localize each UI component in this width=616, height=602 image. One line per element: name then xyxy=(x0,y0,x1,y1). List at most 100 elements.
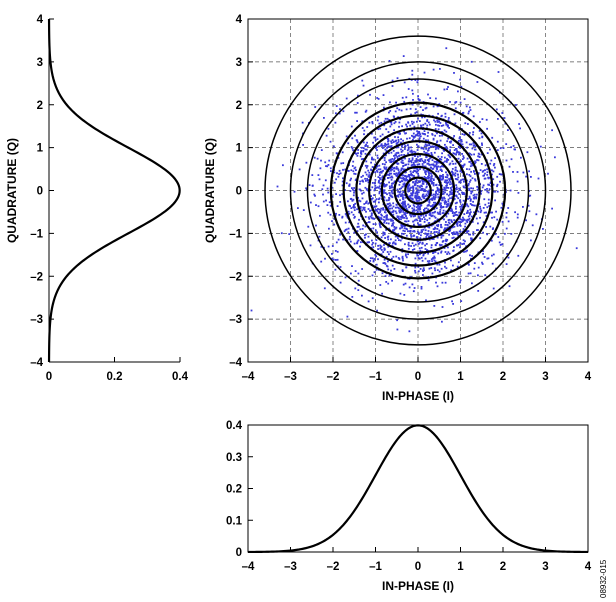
scatter-point xyxy=(496,175,499,178)
scatter-point xyxy=(280,232,283,235)
scatter-point xyxy=(400,180,403,182)
scatter-point xyxy=(428,260,431,262)
scatter-point xyxy=(401,269,404,272)
scatter-point xyxy=(444,179,447,182)
scatter-point xyxy=(450,209,452,212)
scatter-point xyxy=(384,163,386,166)
scatter-point xyxy=(450,140,453,143)
scatter-point xyxy=(449,150,451,153)
scatter-point xyxy=(410,164,413,167)
scatter-point xyxy=(404,145,407,147)
scatter-point xyxy=(415,111,418,114)
scatter-point xyxy=(352,170,355,173)
scatter-point xyxy=(445,238,447,241)
scatter-point xyxy=(379,178,382,181)
scatter-point xyxy=(342,168,344,171)
scatter-point xyxy=(388,174,391,177)
scatter-point xyxy=(471,204,473,206)
scatter-point xyxy=(282,164,284,167)
scatter-point xyxy=(462,155,465,157)
scatter-point xyxy=(404,230,406,233)
scatter-point xyxy=(389,218,392,221)
scatter-point xyxy=(431,197,434,200)
scatter-point xyxy=(492,164,495,167)
scatter-point xyxy=(419,135,422,138)
scatter-point xyxy=(424,152,427,154)
scatter-point xyxy=(390,269,392,272)
scatter-point xyxy=(401,125,403,128)
scatter-point xyxy=(451,232,453,234)
scatter-point xyxy=(388,60,391,62)
scatter-point xyxy=(397,139,400,141)
scatter-point xyxy=(400,195,402,197)
scatter-point xyxy=(390,169,392,172)
scatter-point xyxy=(364,110,367,113)
scatter-point xyxy=(350,207,353,209)
scatter-point xyxy=(384,209,387,211)
scatter-point xyxy=(433,211,436,214)
scatter-point xyxy=(474,204,476,207)
scatter-point xyxy=(450,259,452,262)
scatter-point xyxy=(530,176,532,178)
scatter-point xyxy=(470,215,473,218)
scatter-point xyxy=(353,191,355,194)
scatter-point xyxy=(419,218,421,220)
scatter-point xyxy=(401,162,404,164)
scatter-point xyxy=(345,182,348,185)
scatter-point xyxy=(435,244,437,247)
scatter-point xyxy=(454,101,457,104)
scatter-point xyxy=(357,272,360,275)
scatter-point xyxy=(414,151,417,154)
scatter-point xyxy=(454,107,457,110)
scatter-point xyxy=(435,184,437,186)
scatter-point xyxy=(504,232,506,235)
scatter-point xyxy=(327,211,330,214)
scatter-point xyxy=(413,230,416,233)
scatter-point xyxy=(390,175,393,178)
scatter-point xyxy=(462,178,465,181)
scatter-point xyxy=(367,181,370,184)
scatter-point xyxy=(436,189,439,192)
scatter-point xyxy=(422,168,425,171)
scatter-point xyxy=(414,196,416,199)
scatter-point xyxy=(402,165,404,168)
scatter-point xyxy=(371,166,374,168)
scatter-point xyxy=(374,205,376,208)
scatter-point xyxy=(410,172,413,175)
scatter-point xyxy=(455,178,458,181)
scatter-point xyxy=(447,181,450,184)
scatter-point xyxy=(411,69,414,72)
scatter-point xyxy=(429,163,431,166)
scatter-point xyxy=(407,220,410,222)
scatter-point xyxy=(394,173,397,176)
scatter-point xyxy=(439,177,442,180)
scatter-point xyxy=(399,181,402,183)
scatter-point xyxy=(394,121,397,123)
scatter-point xyxy=(437,188,440,191)
y-tick-label: 0 xyxy=(37,186,43,198)
scatter-point xyxy=(424,190,426,192)
scatter-point xyxy=(494,233,497,236)
y-tick-label: –2 xyxy=(30,271,43,283)
scatter-point xyxy=(391,166,394,169)
scatter-point xyxy=(481,186,484,189)
scatter-point xyxy=(324,161,327,164)
scatter-point xyxy=(393,226,396,228)
scatter-point xyxy=(445,181,448,184)
scatter-point xyxy=(510,158,513,161)
scatter-point xyxy=(407,179,409,182)
scatter-point xyxy=(389,101,391,104)
scatter-point xyxy=(466,203,468,206)
scatter-point xyxy=(481,263,484,265)
scatter-point xyxy=(423,150,426,153)
scatter-point xyxy=(399,193,401,196)
scatter-point xyxy=(482,250,484,252)
scatter-point xyxy=(371,156,373,159)
scatter-point xyxy=(419,189,422,192)
scatter-point xyxy=(381,176,384,179)
scatter-point xyxy=(456,178,459,181)
scatter-point xyxy=(423,210,426,212)
scatter-point xyxy=(420,124,423,127)
scatter-point xyxy=(390,172,393,175)
